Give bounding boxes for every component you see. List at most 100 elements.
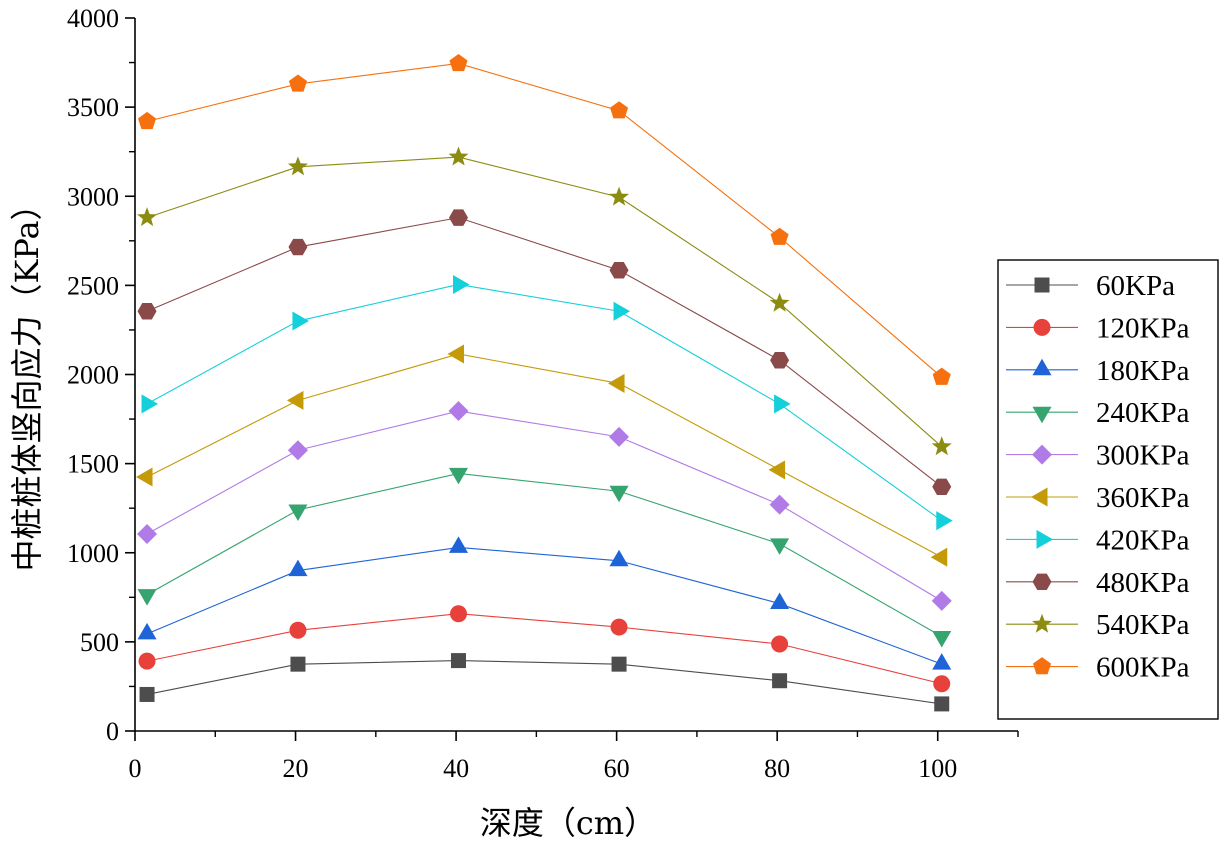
legend-item: 240KPa [1006,397,1190,429]
data-point [287,156,308,176]
y-tick-label: 1500 [67,450,119,479]
data-point [609,485,629,503]
legend-marker [1032,444,1052,465]
legend-label: 60KPa [1096,270,1175,302]
data-point [932,653,952,670]
series-line [146,353,943,558]
data-point [771,635,789,653]
data-point [138,111,157,130]
data-point [136,467,153,487]
data-point [770,227,789,245]
legend-item: 300KPa [1006,440,1190,472]
series-120KPa [138,605,951,693]
data-point [137,524,158,545]
y-tick-label: 2000 [67,361,119,390]
data-point [770,592,790,610]
data-point [448,536,469,553]
data-point [449,53,468,72]
data-point [613,301,631,321]
series-600KPa [138,53,951,385]
y-tick-label: 0 [106,717,119,746]
legend-marker [1032,358,1052,376]
x-tick-label: 40 [443,754,469,783]
data-point [932,631,952,648]
x-tick-label: 60 [604,754,630,783]
series-60KPa [139,653,950,712]
data-point [769,292,790,312]
data-point [932,478,952,496]
series-line [146,62,943,378]
data-point [609,262,629,279]
legend-marker [1032,657,1052,675]
series-line [146,660,942,705]
x-tick-label: 100 [918,754,957,783]
series-420KPa [141,274,953,531]
data-point [930,547,948,567]
plot-area [136,53,953,712]
legend: 60KPa 120KPa 180KPa 240KPa 300KPa 360KPa 420KP… [997,259,1219,720]
legend-label: 420KPa [1096,524,1190,556]
data-point [449,209,468,226]
legend-marker [1033,318,1051,336]
data-point [286,390,304,410]
legend-label: 360KPa [1096,482,1190,514]
data-point [288,559,308,577]
data-point [769,494,790,515]
x-tick-label: 0 [129,754,142,783]
x-tick-label: 20 [283,754,309,783]
data-point [931,436,952,456]
y-tick-label: 3000 [67,182,119,211]
series-300KPa [137,401,952,611]
axes: 0 500 1000 1500 2000 2500 3000 3500 4000 0 20 40 60 8… [67,4,1019,783]
series-line [146,546,942,665]
series-line [146,472,943,638]
data-point [141,394,159,414]
legend-label: 600KPa [1096,652,1190,684]
series-240KPa [137,467,952,648]
data-point [138,652,156,670]
y-axis-title: 中桩桩体竖向应力（KPa） [8,188,46,571]
y-tick-label: 500 [80,628,119,657]
series-line [146,283,943,522]
series-line [146,217,943,488]
legend-label: 300KPa [1096,440,1190,472]
data-point [774,394,791,414]
series-360KPa [136,344,948,567]
legend-label: 480KPa [1096,567,1190,599]
data-point [453,274,470,295]
legend-item: 360KPa [1006,482,1190,514]
data-point [610,101,629,119]
data-point [450,653,466,669]
data-point [608,373,625,393]
data-point [770,352,790,369]
y-tick-label: 2500 [67,271,119,300]
data-point [936,511,953,531]
x-axis-title: 深度（cm） [480,804,656,842]
data-point [287,440,308,461]
y-tick-label: 3500 [67,93,119,122]
legend-item: 60KPa [1006,270,1175,302]
data-point [448,401,469,422]
data-point [609,549,629,567]
legend-marker [1034,277,1050,293]
legend-box [997,259,1219,720]
data-point [447,344,464,364]
data-point [288,504,308,521]
legend-label: 540KPa [1096,609,1190,641]
legend-marker [1032,613,1052,633]
legend-marker [1036,529,1053,549]
data-point [288,74,307,92]
data-point [290,656,306,672]
data-point [768,460,786,480]
data-point [932,367,951,385]
series-480KPa [137,209,952,496]
series-540KPa [137,146,952,456]
legend-marker [1032,573,1052,591]
data-point [770,538,790,555]
data-point [137,302,157,320]
data-point [137,207,158,227]
data-point [610,618,628,636]
data-point [449,605,467,623]
legend-label: 120KPa [1096,312,1190,344]
